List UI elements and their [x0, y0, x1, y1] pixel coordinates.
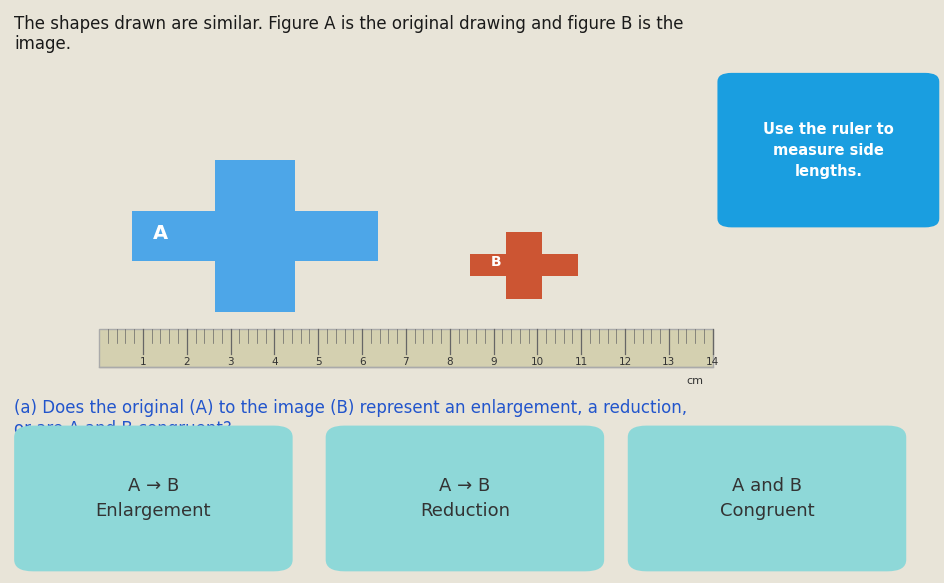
Text: 1: 1 — [140, 357, 146, 367]
Text: 8: 8 — [447, 357, 453, 367]
Text: 6: 6 — [359, 357, 365, 367]
Text: 7: 7 — [402, 357, 410, 367]
Text: A → B
Enlargement: A → B Enlargement — [95, 477, 211, 520]
Text: cm: cm — [686, 376, 703, 386]
Text: 14: 14 — [706, 357, 719, 367]
Text: 2: 2 — [183, 357, 190, 367]
FancyBboxPatch shape — [628, 426, 906, 571]
Bar — [470, 254, 578, 276]
Text: (a) Does the original (A) to the image (B) represent an enlargement, a reduction: (a) Does the original (A) to the image (… — [14, 399, 687, 438]
Bar — [132, 211, 378, 261]
Text: Use the ruler to
measure side
lengths.: Use the ruler to measure side lengths. — [763, 122, 894, 178]
Text: A and B
Congruent: A and B Congruent — [719, 477, 815, 520]
Text: 11: 11 — [575, 357, 588, 367]
Text: 10: 10 — [531, 357, 544, 367]
Text: A: A — [153, 224, 168, 243]
Text: A → B
Reduction: A → B Reduction — [420, 477, 510, 520]
Bar — [506, 231, 542, 298]
Text: B: B — [491, 255, 501, 269]
Text: 9: 9 — [490, 357, 497, 367]
FancyBboxPatch shape — [14, 426, 293, 571]
Bar — [99, 329, 713, 367]
Text: 4: 4 — [271, 357, 278, 367]
Text: 5: 5 — [315, 357, 322, 367]
FancyBboxPatch shape — [717, 73, 939, 227]
Text: 12: 12 — [618, 357, 632, 367]
Text: 13: 13 — [663, 357, 676, 367]
FancyBboxPatch shape — [326, 426, 604, 571]
Bar — [215, 160, 295, 312]
Text: 3: 3 — [228, 357, 234, 367]
Text: The shapes drawn are similar. Figure A is the original drawing and figure B is t: The shapes drawn are similar. Figure A i… — [14, 15, 683, 54]
